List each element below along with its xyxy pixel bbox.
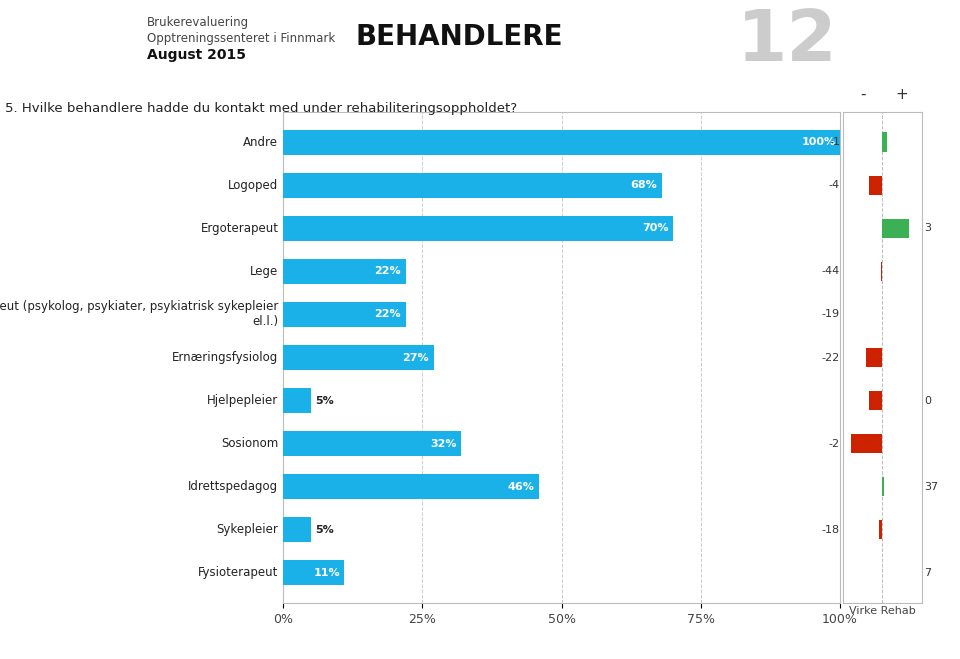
Text: RAMBØLL: RAMBØLL xyxy=(850,38,925,51)
Text: 22%: 22% xyxy=(374,310,401,320)
Bar xyxy=(283,517,311,542)
Bar xyxy=(882,477,884,496)
Text: 22%: 22% xyxy=(374,266,401,276)
Text: -1: -1 xyxy=(829,137,840,147)
Text: -18: -18 xyxy=(822,525,840,534)
Text: -2: -2 xyxy=(828,439,840,449)
Text: 5. Hvilke behandlere hadde du kontakt med under rehabiliteringsoppholdet?: 5. Hvilke behandlere hadde du kontakt me… xyxy=(5,102,516,115)
Text: -4: -4 xyxy=(828,181,840,190)
Bar xyxy=(881,262,882,281)
Bar xyxy=(283,130,840,155)
Text: -: - xyxy=(860,87,865,102)
Bar xyxy=(851,434,882,453)
Bar xyxy=(879,520,882,540)
Text: Logoped: Logoped xyxy=(228,179,278,192)
Bar xyxy=(283,431,462,456)
Text: 5%: 5% xyxy=(316,525,334,534)
Text: 70%: 70% xyxy=(642,223,668,233)
Bar xyxy=(283,302,406,327)
Text: Sosionom: Sosionom xyxy=(221,437,278,450)
Text: 100%: 100% xyxy=(802,137,835,147)
Bar xyxy=(283,474,540,500)
Text: Hjelpepleier: Hjelpepleier xyxy=(207,394,278,407)
Text: -19: -19 xyxy=(822,310,840,320)
Bar xyxy=(869,391,882,411)
Text: +: + xyxy=(896,87,908,102)
Text: Sykepleier: Sykepleier xyxy=(217,523,278,536)
Text: BEHANDLERE: BEHANDLERE xyxy=(355,23,563,51)
Text: -22: -22 xyxy=(822,353,840,362)
Bar xyxy=(283,259,406,284)
Text: 0: 0 xyxy=(924,395,931,405)
Text: Idrettspedagog: Idrettspedagog xyxy=(188,480,278,493)
Text: 46%: 46% xyxy=(508,482,535,492)
Text: Ernæringsfysiolog: Ernæringsfysiolog xyxy=(172,351,278,364)
Text: Ergoterapeut: Ergoterapeut xyxy=(201,222,278,235)
Bar xyxy=(882,219,909,238)
Bar xyxy=(283,173,661,198)
Text: Lege: Lege xyxy=(251,265,278,278)
Text: 32%: 32% xyxy=(430,439,457,449)
Bar xyxy=(867,348,882,367)
Text: Samtaleterapeut (psykolog, psykiater, psykiatrisk sykepleier
el.l.): Samtaleterapeut (psykolog, psykiater, ps… xyxy=(0,301,278,328)
Text: -44: -44 xyxy=(822,266,840,276)
Text: Virke Rehab: Virke Rehab xyxy=(849,606,916,616)
Text: 7: 7 xyxy=(924,568,931,578)
Text: Fysioterapeut: Fysioterapeut xyxy=(198,566,278,579)
Text: 68%: 68% xyxy=(631,181,658,190)
Text: Brukerevaluering: Brukerevaluering xyxy=(147,16,249,30)
Text: Andre: Andre xyxy=(244,136,278,149)
Text: 37: 37 xyxy=(924,482,939,492)
Text: 12: 12 xyxy=(737,7,837,76)
Bar xyxy=(283,345,434,370)
Bar xyxy=(283,215,673,241)
Bar xyxy=(882,132,887,152)
Text: 5%: 5% xyxy=(316,395,334,405)
Text: 11%: 11% xyxy=(313,568,340,578)
Bar xyxy=(870,175,882,195)
Text: 3: 3 xyxy=(924,223,931,233)
Bar xyxy=(283,560,345,585)
Bar xyxy=(283,388,311,413)
Text: Opptreningssenteret i Finnmark: Opptreningssenteret i Finnmark xyxy=(147,32,335,45)
Text: August 2015: August 2015 xyxy=(147,48,246,62)
Text: 27%: 27% xyxy=(402,353,429,362)
